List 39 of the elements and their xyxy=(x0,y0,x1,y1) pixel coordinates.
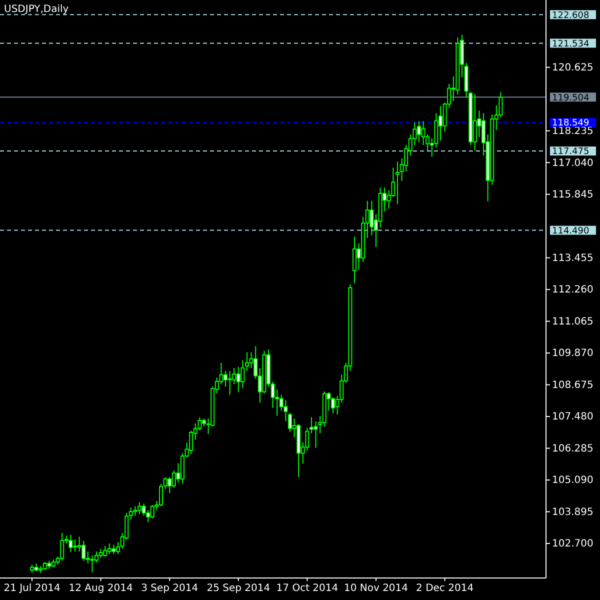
y-tick-label: 107.480 xyxy=(552,412,594,423)
y-tick-label: 105.090 xyxy=(552,475,594,486)
x-tick-label: 25 Sep 2014 xyxy=(206,583,270,594)
y-tick-label: 103.895 xyxy=(552,506,594,518)
y-tick-label: 109.870 xyxy=(552,348,594,360)
candlestick xyxy=(472,94,477,152)
candlestick xyxy=(240,360,245,389)
candlestick xyxy=(90,554,94,573)
y-tick-label: 117.040 xyxy=(552,158,594,169)
candlestick xyxy=(103,546,108,558)
candlestick xyxy=(236,366,240,393)
candlestick xyxy=(168,476,172,494)
ref-line-label: 114.490 xyxy=(552,226,590,236)
candlestick xyxy=(228,370,232,396)
x-tick-label: 17 Oct 2014 xyxy=(276,583,338,594)
y-tick-label: 112.260 xyxy=(552,284,594,296)
chart-title: USDJPY,Daily xyxy=(4,4,69,15)
ref-line-label: 119.504 xyxy=(552,93,590,104)
candlestick xyxy=(378,187,382,228)
x-tick-label: 21 Jul 2014 xyxy=(4,583,60,594)
y-tick-label: 111.065 xyxy=(552,316,594,328)
candlestick xyxy=(370,200,374,236)
y-tick-label: 120.625 xyxy=(552,62,594,74)
x-tick-label: 2 Dec 2014 xyxy=(416,583,474,594)
candlestick xyxy=(396,161,400,205)
y-tick-label: 118.235 xyxy=(552,126,594,138)
x-tick-label: 10 Nov 2014 xyxy=(344,583,408,594)
candlestick xyxy=(60,532,64,562)
ref-line-label: 117.475 xyxy=(552,147,590,158)
candlestick xyxy=(68,534,73,552)
x-tick-label: 12 Aug 2014 xyxy=(68,583,133,594)
x-tick-label: 3 Sep 2014 xyxy=(141,583,198,594)
ref-line-label: 122.608 xyxy=(552,10,590,21)
y-tick-label: 108.675 xyxy=(552,380,594,391)
y-tick-label: 113.455 xyxy=(552,252,594,264)
y-tick-label: 115.845 xyxy=(552,190,594,201)
y-tick-label: 102.700 xyxy=(552,538,594,550)
ref-line-label: 121.534 xyxy=(552,39,590,50)
y-tick-label: 106.285 xyxy=(552,443,594,454)
